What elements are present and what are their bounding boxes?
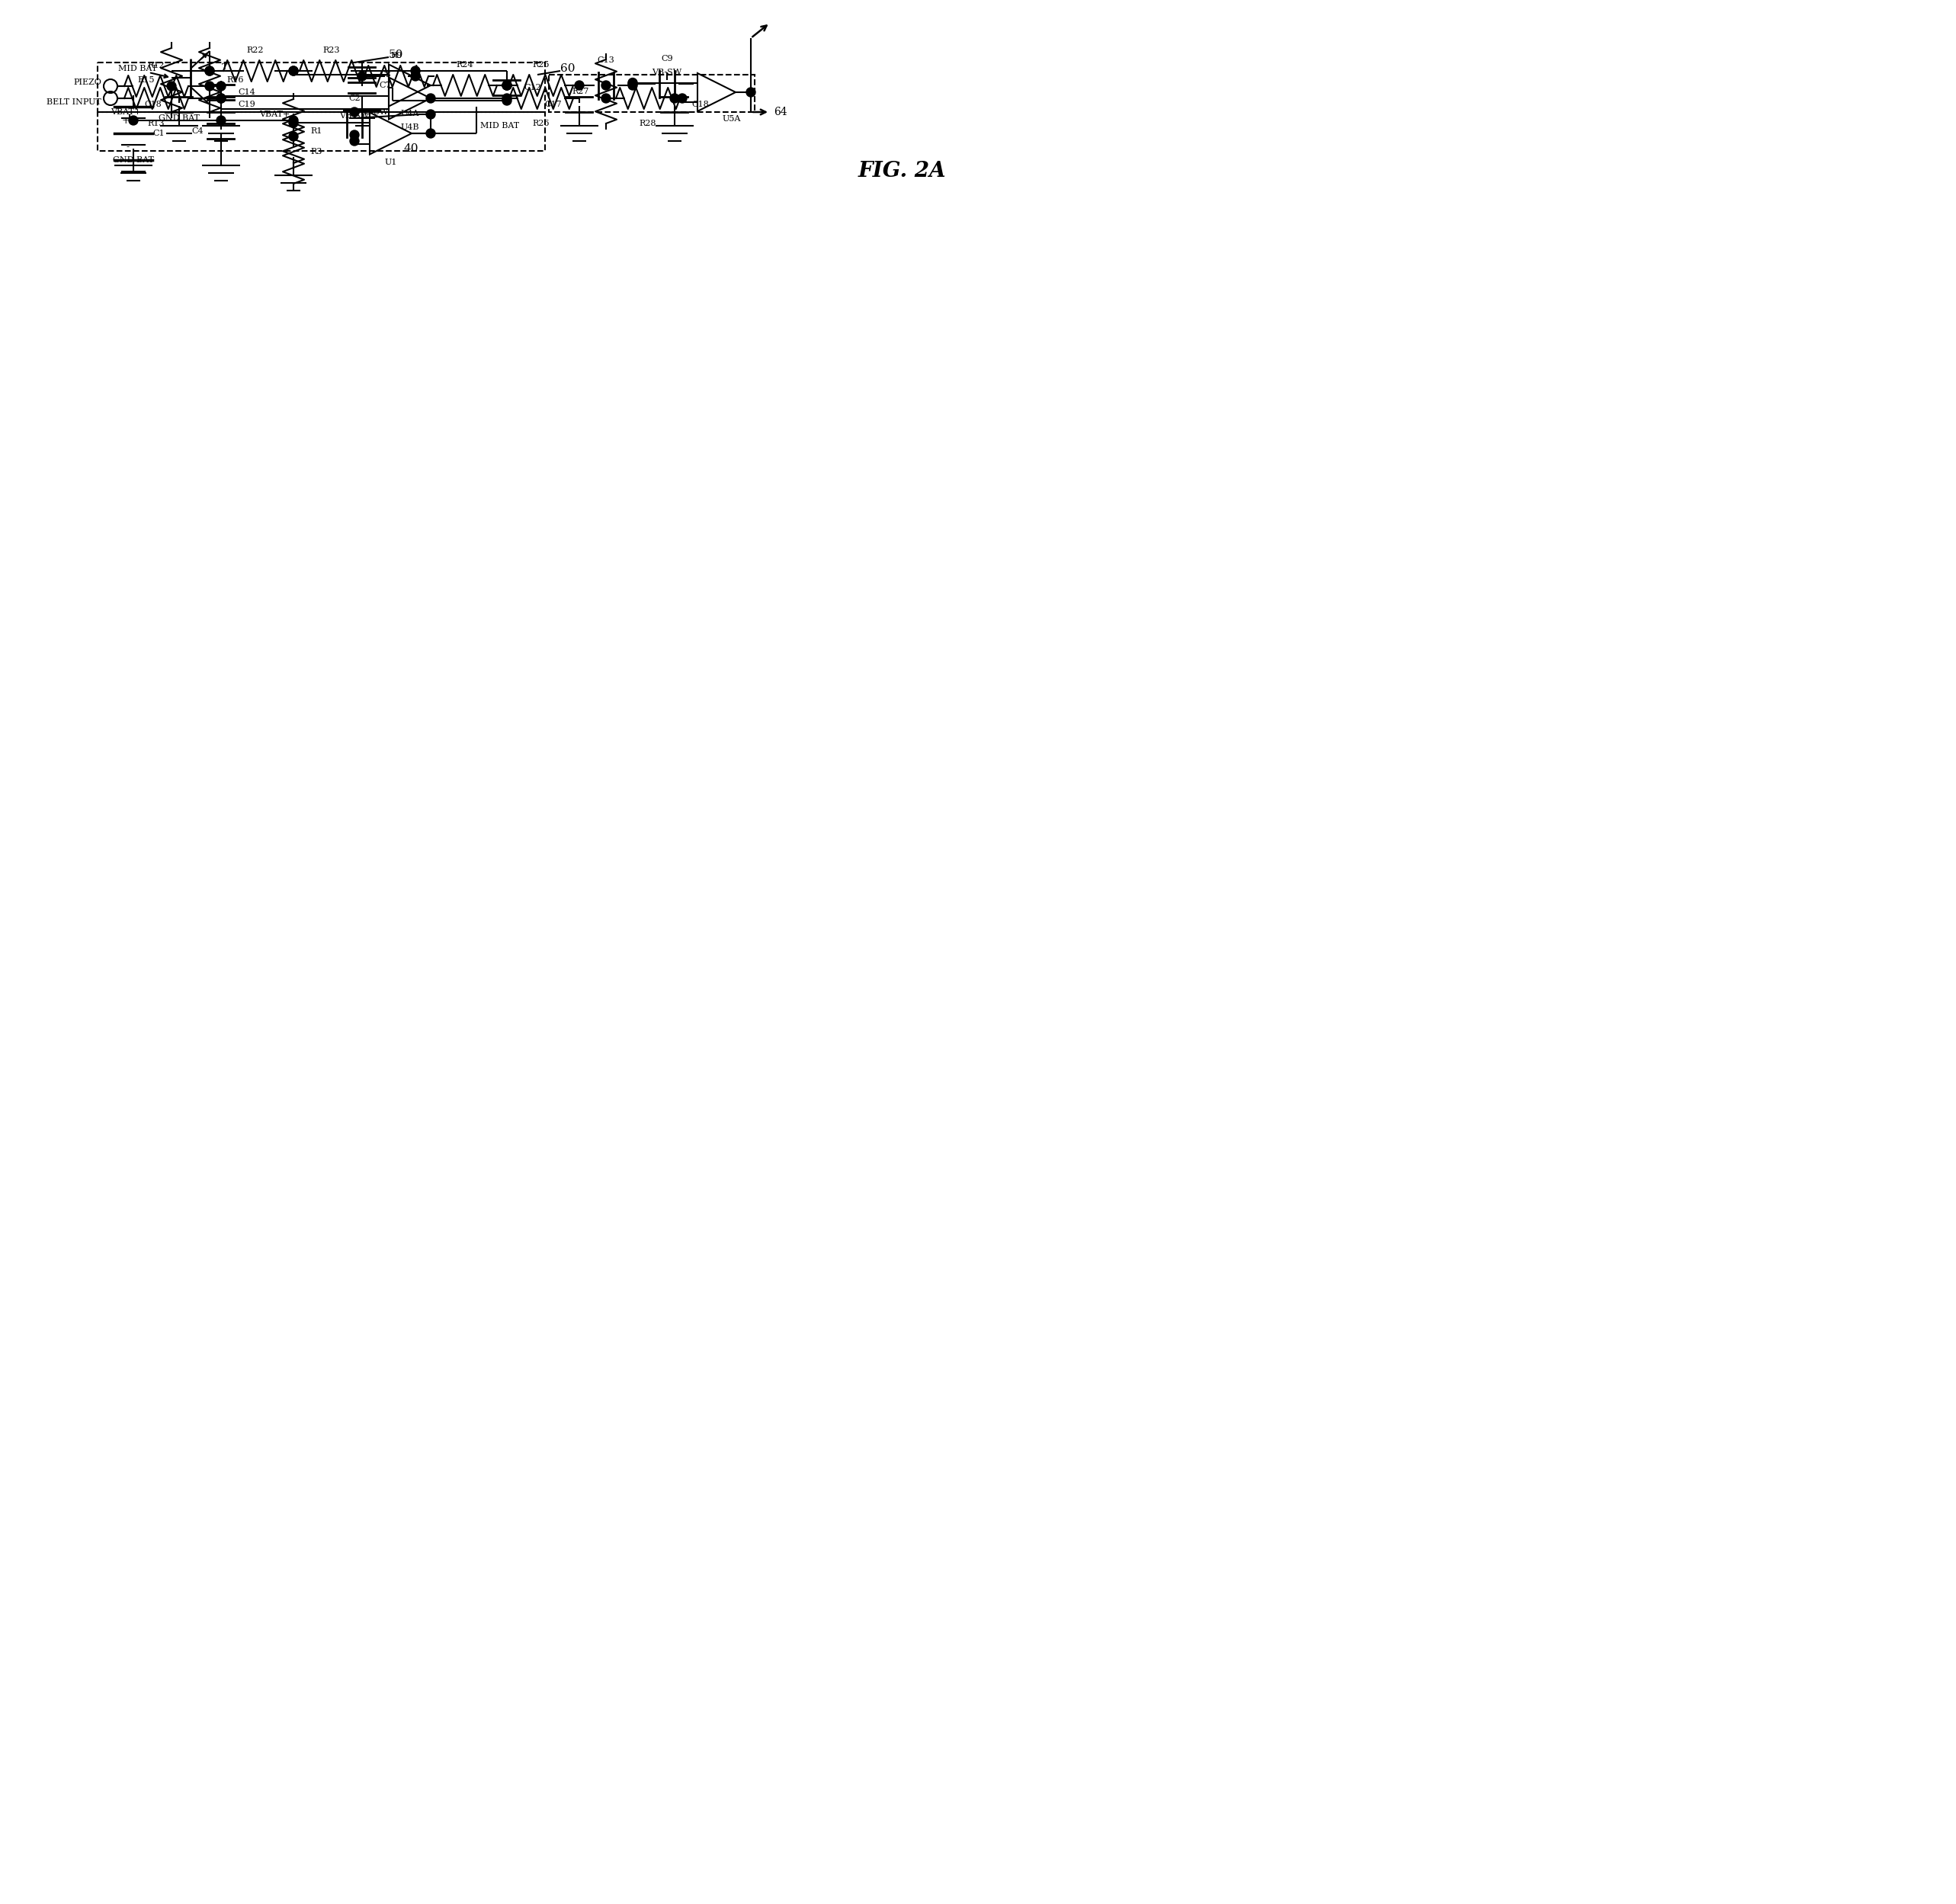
Circle shape: [575, 80, 585, 89]
Circle shape: [289, 116, 297, 126]
Text: C9: C9: [661, 55, 673, 63]
Circle shape: [671, 93, 679, 103]
Text: -: -: [127, 143, 129, 152]
Circle shape: [217, 116, 225, 126]
Circle shape: [411, 72, 421, 80]
Text: MID BAT: MID BAT: [117, 65, 156, 72]
Text: R15: R15: [137, 76, 155, 84]
Circle shape: [503, 80, 511, 89]
Circle shape: [289, 131, 297, 141]
Text: C13: C13: [597, 57, 614, 65]
Circle shape: [217, 93, 225, 103]
Circle shape: [426, 129, 436, 137]
Circle shape: [747, 88, 755, 97]
Text: C19: C19: [239, 101, 256, 109]
Circle shape: [426, 93, 436, 103]
Circle shape: [600, 93, 610, 103]
Text: BELT INPUT: BELT INPUT: [47, 99, 102, 107]
Circle shape: [350, 137, 360, 145]
Circle shape: [426, 110, 436, 118]
Text: 40: 40: [405, 143, 419, 154]
Circle shape: [628, 80, 638, 88]
Text: U4B: U4B: [401, 124, 419, 131]
Text: GND BAT: GND BAT: [113, 156, 155, 164]
Text: C14: C14: [239, 88, 256, 95]
Circle shape: [205, 82, 215, 91]
Text: R1: R1: [311, 128, 323, 135]
Bar: [550, 74, 755, 112]
Text: C12: C12: [524, 84, 542, 91]
Text: C7: C7: [379, 82, 391, 89]
Circle shape: [350, 107, 360, 116]
Text: VB-SW: VB-SW: [358, 109, 389, 116]
Text: 50: 50: [389, 50, 403, 61]
Circle shape: [289, 67, 297, 76]
Text: C18: C18: [692, 101, 710, 109]
Text: VBAT+: VBAT+: [111, 109, 141, 116]
Text: R24: R24: [456, 61, 473, 69]
Text: T: T: [223, 63, 227, 70]
Circle shape: [628, 80, 638, 89]
Circle shape: [503, 80, 511, 89]
Circle shape: [129, 116, 139, 126]
Text: C2: C2: [348, 95, 360, 103]
Circle shape: [503, 95, 511, 105]
Text: +: +: [121, 116, 129, 126]
Circle shape: [217, 82, 225, 91]
Circle shape: [205, 67, 215, 76]
Text: R28: R28: [640, 120, 657, 128]
Text: C8: C8: [379, 70, 391, 78]
Text: VB-SW: VB-SW: [651, 69, 683, 76]
Circle shape: [503, 93, 511, 103]
Text: C18: C18: [145, 101, 162, 109]
Text: U4A: U4A: [401, 110, 419, 118]
Text: U1: U1: [385, 158, 397, 166]
Text: R23: R23: [323, 46, 340, 53]
Text: 60: 60: [559, 63, 575, 74]
Text: MID BAT: MID BAT: [481, 122, 518, 129]
Text: C17: C17: [546, 101, 561, 109]
Circle shape: [289, 118, 297, 128]
Bar: [98, 112, 546, 150]
Bar: [98, 63, 546, 112]
Circle shape: [358, 72, 366, 80]
Text: R9: R9: [391, 51, 403, 59]
Text: VBAT+: VBAT+: [260, 110, 289, 118]
Text: R3: R3: [311, 149, 323, 156]
Text: U5A: U5A: [722, 114, 741, 122]
Circle shape: [166, 82, 176, 91]
Text: R13: R13: [149, 120, 164, 128]
Text: GND BAT: GND BAT: [158, 114, 200, 122]
Text: R12: R12: [149, 61, 164, 69]
Text: R26: R26: [532, 120, 550, 128]
Circle shape: [411, 67, 421, 76]
Circle shape: [628, 78, 638, 88]
Text: R27: R27: [573, 88, 589, 95]
Text: R16: R16: [227, 76, 244, 84]
Circle shape: [677, 93, 687, 103]
Circle shape: [503, 80, 511, 89]
Circle shape: [217, 93, 225, 103]
Circle shape: [289, 67, 297, 76]
Text: 64: 64: [775, 107, 786, 118]
Text: PIEZO: PIEZO: [72, 78, 102, 86]
Circle shape: [205, 67, 215, 76]
Text: C1: C1: [153, 129, 164, 137]
Text: C4: C4: [192, 128, 203, 135]
Text: R25: R25: [532, 61, 550, 69]
Text: R22: R22: [246, 46, 264, 53]
Circle shape: [600, 80, 610, 89]
Text: FIG. 2A: FIG. 2A: [859, 162, 947, 181]
Text: VB-SW: VB-SW: [340, 112, 370, 120]
Circle shape: [350, 129, 360, 139]
